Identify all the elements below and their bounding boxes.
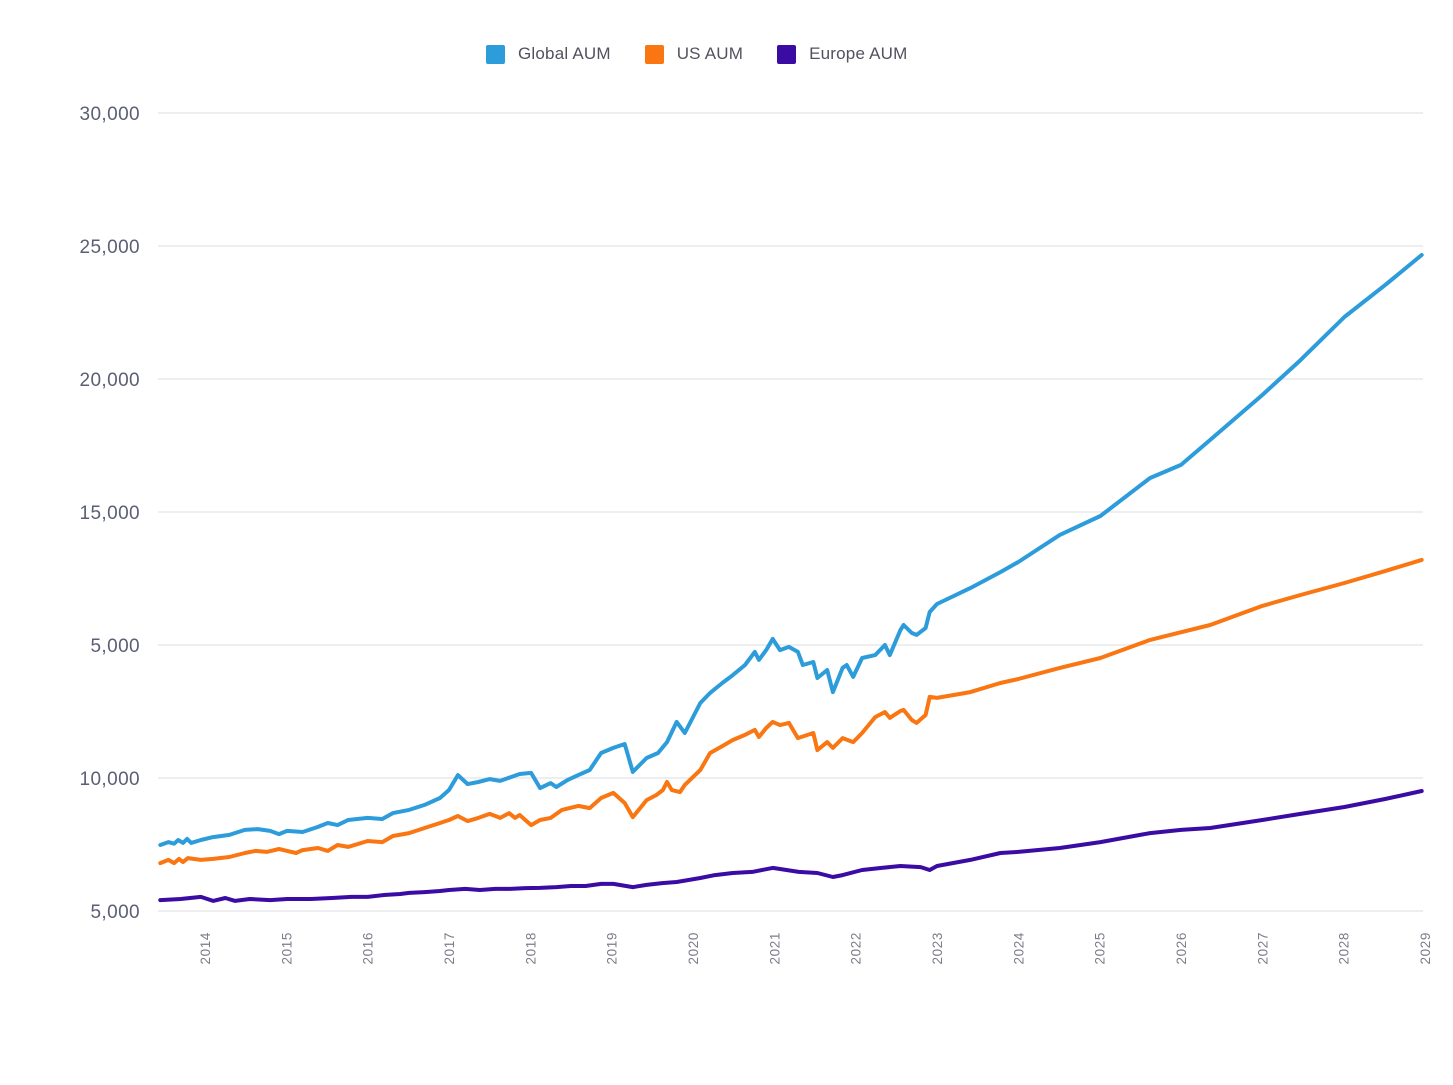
x-axis-tick-label: 2014	[198, 932, 213, 964]
legend-label: Global AUM	[518, 44, 611, 63]
x-axis-tick-label: 2016	[361, 932, 376, 964]
y-axis-tick-label: 25,000	[79, 237, 140, 258]
x-axis-tick-label: 2029	[1418, 932, 1433, 964]
x-axis-tick-label: 2017	[442, 932, 457, 964]
x-axis-tick-label: 2024	[1011, 932, 1026, 964]
y-axis-tick-label: 5,000	[90, 636, 140, 657]
legend-swatch-icon	[486, 44, 505, 64]
x-axis-tick-label: 2018	[523, 932, 538, 964]
x-axis-tick-label: 2025	[1093, 932, 1108, 964]
series-line-global-aum	[158, 253, 1424, 847]
x-axis-tick-label: 2015	[279, 932, 294, 964]
series-line-us-aum	[158, 557, 1424, 866]
y-axis-tick-label: 20,000	[79, 370, 140, 391]
legend-label: Europe AUM	[809, 44, 908, 63]
x-axis-tick-label: 2026	[1174, 932, 1189, 964]
y-axis-tick-label: 5,000	[90, 902, 140, 923]
x-axis-tick-label: 2019	[605, 932, 620, 964]
x-axis-tick-label: 2021	[767, 932, 782, 964]
legend-swatch-icon	[777, 44, 797, 64]
x-axis-tick-label: 2023	[930, 932, 945, 964]
x-axis-tick-label: 2028	[1337, 932, 1352, 964]
legend-item-europe-aum[interactable]: Europe AUM	[777, 44, 907, 64]
y-axis-tick-label: 30,000	[79, 104, 140, 125]
legend-swatch-icon	[644, 44, 664, 64]
series-line-europe-aum	[158, 789, 1424, 903]
chart-legend: Global AUM US AUM Europe AUM	[486, 44, 907, 64]
x-axis-tick-label: 2020	[686, 932, 701, 964]
legend-item-us-aum[interactable]: US AUM	[644, 44, 744, 64]
x-axis-tick-label: 2022	[849, 932, 864, 964]
legend-label: US AUM	[676, 44, 744, 63]
legend-item-global-aum[interactable]: Global AUM	[486, 44, 611, 64]
y-axis-tick-label: 15,000	[79, 503, 140, 524]
x-axis-tick-label: 2027	[1255, 932, 1270, 964]
y-axis-tick-label: 10,000	[79, 769, 140, 790]
